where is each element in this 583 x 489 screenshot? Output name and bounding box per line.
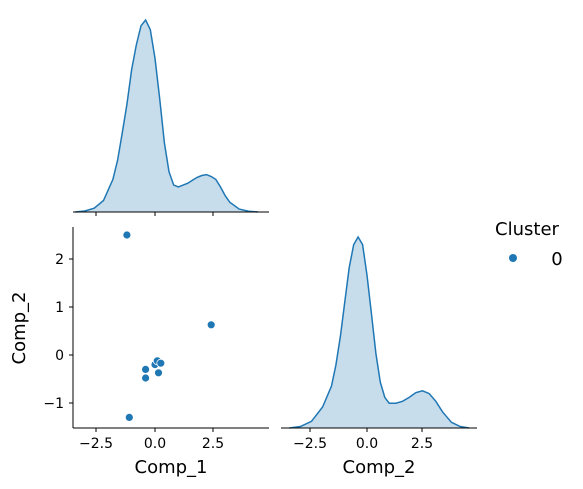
diag-comp2-panel: −2.5 0.0 2.5 Comp_2 bbox=[281, 235, 477, 478]
legend: Cluster 0 bbox=[495, 219, 563, 270]
scatter-xtick-label-1: −2.5 bbox=[79, 436, 113, 452]
diag-comp2-x-axis-label: Comp_2 bbox=[343, 457, 416, 478]
scatter-panel: 2 1 0 −1 −2.5 0.0 2.5 Comp_1 Comp_2 bbox=[9, 227, 269, 478]
scatter-ytick-label-1: 1 bbox=[55, 300, 64, 316]
scatter-point bbox=[141, 364, 151, 374]
scatter-point bbox=[154, 368, 163, 378]
scatter-ytick-label-2: 2 bbox=[55, 252, 64, 268]
scatter-x-axis-label: Comp_1 bbox=[135, 457, 208, 478]
scatter-point bbox=[156, 358, 166, 368]
scatter-point bbox=[141, 373, 151, 383]
kde-comp2-line bbox=[289, 235, 470, 429]
scatter-y-axis-label: Comp_2 bbox=[9, 292, 30, 365]
scatter-points bbox=[122, 230, 216, 422]
legend-entry-0: 0 bbox=[551, 249, 562, 270]
kde-comp1-line bbox=[75, 18, 259, 213]
scatter-xtick-label-2: 0.0 bbox=[144, 436, 166, 452]
scatter-ytick-label-m1: −1 bbox=[43, 396, 64, 412]
scatter-point bbox=[124, 412, 134, 422]
kde-comp2-area bbox=[289, 237, 470, 428]
kde-comp1-area bbox=[75, 20, 259, 212]
scatter-xtick-label-3: 2.5 bbox=[202, 436, 224, 452]
scatter-point bbox=[122, 230, 132, 240]
scatter-ytick-label-0: 0 bbox=[55, 348, 64, 364]
diag-comp2-xtick-label-3: 2.5 bbox=[411, 436, 433, 452]
diag-comp2-xtick-label-2: 0.0 bbox=[356, 436, 378, 452]
legend-title: Cluster bbox=[495, 219, 559, 240]
legend-marker-0 bbox=[509, 254, 517, 262]
diag-comp2-xtick-label-1: −2.5 bbox=[293, 436, 327, 452]
scatter-point bbox=[206, 320, 216, 330]
diag-comp1-panel bbox=[73, 18, 269, 216]
